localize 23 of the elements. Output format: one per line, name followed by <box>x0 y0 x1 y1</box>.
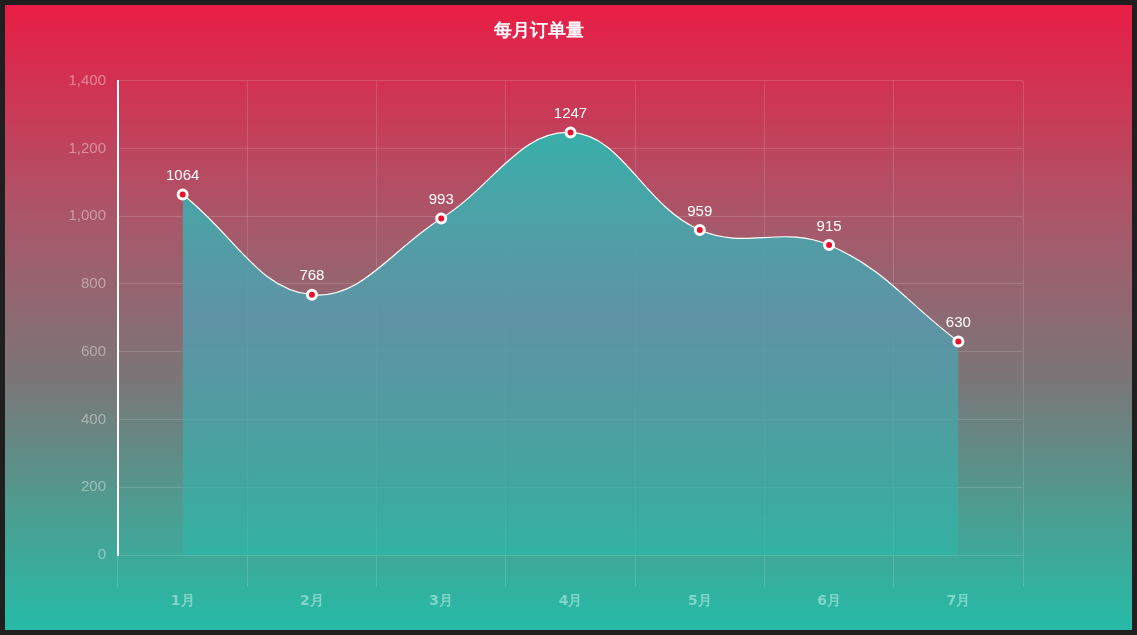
data-label: 1064 <box>165 166 200 184</box>
y-tick-label: 400 <box>80 409 106 427</box>
x-tick-label: 4月 <box>558 592 583 609</box>
data-label: 959 <box>687 201 713 219</box>
data-label: 993 <box>428 190 454 208</box>
x-tick-label: 2月 <box>300 592 324 609</box>
data-label: 768 <box>299 266 325 284</box>
data-label: 1247 <box>553 104 588 122</box>
x-tick-label: 3月 <box>429 592 454 609</box>
x-tick-label: 6月 <box>817 592 841 609</box>
y-tick-label: 0 <box>97 545 106 563</box>
y-tick-label: 1,400 <box>68 70 106 88</box>
y-tick-label: 1,000 <box>68 206 106 224</box>
x-tick-label: 1月 <box>170 592 195 609</box>
y-tick-label: 200 <box>80 477 106 495</box>
y-tick-label: 600 <box>80 341 106 359</box>
x-tick-label: 7月 <box>946 592 971 609</box>
y-tick-label: 1,200 <box>68 138 106 156</box>
data-label: 915 <box>816 216 842 234</box>
chart-title: 每月订单量 <box>493 19 584 41</box>
data-label: 630 <box>945 313 971 331</box>
y-tick-label: 800 <box>80 274 106 292</box>
x-tick-label: 5月 <box>687 592 712 609</box>
